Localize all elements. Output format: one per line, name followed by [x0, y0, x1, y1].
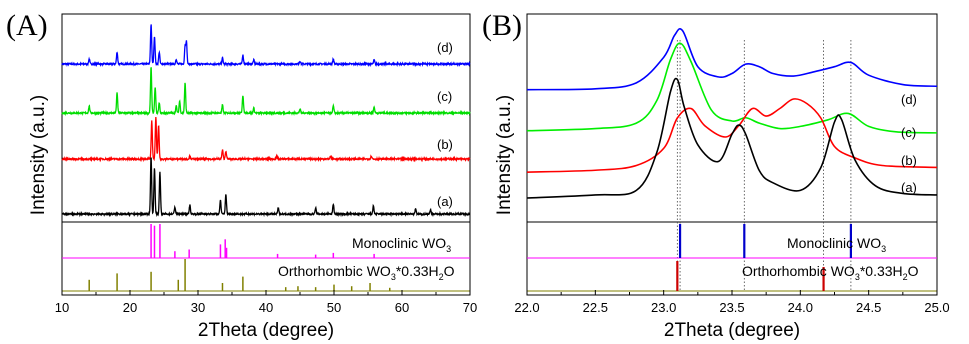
panel-b-label-c: (c)	[901, 125, 916, 140]
panel-a-ref-monoclinic-label: Monoclinic WO3	[352, 235, 451, 254]
panel-a-series	[61, 24, 471, 218]
panel-b-series-line	[526, 42, 938, 134]
panel-b-label-d: (d)	[901, 92, 917, 107]
panel-a-xlabel: 2Theta (degree)	[198, 320, 334, 341]
panel-b-x-tick-label: 23.5	[719, 300, 744, 315]
panel-b-x-ticks: 22.0 22.5 23.0 23.5 24.0 24.5 25.0	[514, 290, 950, 315]
panel-b-x-tick-label: 24.0	[788, 300, 813, 315]
panel-a-x-tick-label: 40	[259, 300, 273, 315]
panel-a-series-line	[61, 157, 471, 218]
panel-a-label-d: (d)	[437, 40, 453, 55]
panel-a-series-line	[61, 24, 471, 68]
panel-a: (A) 10 20 30 40 50 60 70 (d) (c) (b) (a) Monoc…	[6, 9, 477, 341]
panel-b-guide-lines	[676, 40, 852, 292]
panel-b-letter: (B)	[482, 9, 522, 42]
panel-a-ref-orthorhombic-label: Orthorhombic WO3*0.33H2O	[278, 263, 455, 282]
panel-b-series	[526, 28, 938, 199]
panel-b-x-tick-label: 23.0	[651, 300, 676, 315]
panel-b-ref-monoclinic-label: Monoclinic WO3	[787, 235, 886, 254]
panel-a-label-a: (a)	[437, 194, 453, 209]
panel-b-ref-orthorhombic-label: Orthorhombic WO3*0.33H2O	[742, 263, 919, 282]
panel-b-ylabel: Intensity (a.u.)	[494, 95, 515, 215]
panel-a-series-line	[61, 116, 471, 163]
panel-b-x-tick-label: 24.5	[856, 300, 881, 315]
panel-b-x-tick-label: 22.5	[583, 300, 608, 315]
panel-b-x-tick-label: 25.0	[924, 300, 949, 315]
panel-a-letter: (A)	[6, 9, 48, 42]
panel-a-label-b: (b)	[437, 137, 453, 152]
panel-b-series-line	[526, 28, 938, 91]
panel-a-x-tick-label: 50	[327, 300, 341, 315]
panel-a-x-ticks: 10 20 30 40 50 60 70	[55, 290, 477, 315]
panel-a-upper-frame	[61, 13, 471, 223]
panel-b-label-a: (a)	[901, 180, 917, 195]
panel-a-x-tick-label: 20	[123, 300, 137, 315]
panel-b-upper-frame	[526, 13, 938, 223]
panel-b-x-tick-label: 22.0	[514, 300, 539, 315]
panel-b: (B) 22.0 22.5 23.0 23.5 24.0 24.5 25.0 (d) (c)…	[482, 9, 950, 341]
panel-b-series-line	[526, 77, 938, 199]
panel-b-series-line	[526, 98, 938, 173]
panel-a-ylabel: Intensity (a.u.)	[28, 95, 49, 215]
panel-a-x-tick-label: 70	[463, 300, 477, 315]
panel-b-xlabel: 2Theta (degree)	[664, 320, 800, 341]
panel-a-label-c: (c)	[437, 89, 452, 104]
panel-b-label-b: (b)	[901, 153, 917, 168]
panel-a-x-tick-label: 10	[55, 300, 69, 315]
panel-a-x-tick-label: 60	[395, 300, 409, 315]
panel-a-series-line	[61, 67, 471, 117]
panel-a-x-tick-label: 30	[191, 300, 205, 315]
